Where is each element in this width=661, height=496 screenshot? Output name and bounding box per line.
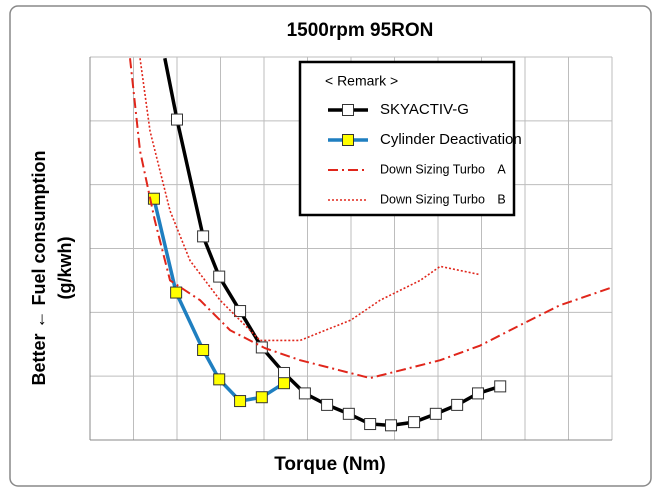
marker [385, 419, 398, 432]
marker [197, 230, 210, 243]
marker [278, 377, 291, 390]
marker [255, 391, 268, 404]
marker [342, 407, 355, 420]
marker [197, 343, 210, 356]
legend-marker [342, 134, 354, 146]
x-axis-label: Torque (Nm) [274, 454, 386, 475]
legend-marker [342, 104, 354, 116]
marker [364, 418, 377, 431]
marker [429, 407, 442, 420]
chart-title: 1500rpm 95RON [287, 20, 434, 41]
legend-label: Cylinder Deactivation [380, 131, 522, 148]
legend-label: Down Sizing Turbo A [380, 162, 506, 176]
y-axis-label: (g/kwh) [55, 237, 75, 300]
legend-title: < Remark > [325, 73, 398, 89]
marker [213, 270, 226, 283]
marker [472, 387, 485, 400]
series-line [129, 58, 612, 380]
marker [494, 380, 507, 393]
marker [234, 305, 247, 318]
marker [298, 387, 311, 400]
marker [213, 373, 226, 386]
marker [408, 416, 421, 429]
marker [170, 286, 183, 299]
marker [171, 113, 183, 126]
legend-label: Down Sizing Turbo B [380, 192, 506, 206]
marker [321, 398, 334, 411]
marker [278, 366, 291, 379]
legend-label: SKYACTIV-G [380, 101, 469, 118]
y-axis-label: Better ← Fuel consumption [29, 150, 49, 385]
marker [234, 395, 247, 408]
marker [451, 398, 464, 411]
marker [147, 192, 160, 205]
